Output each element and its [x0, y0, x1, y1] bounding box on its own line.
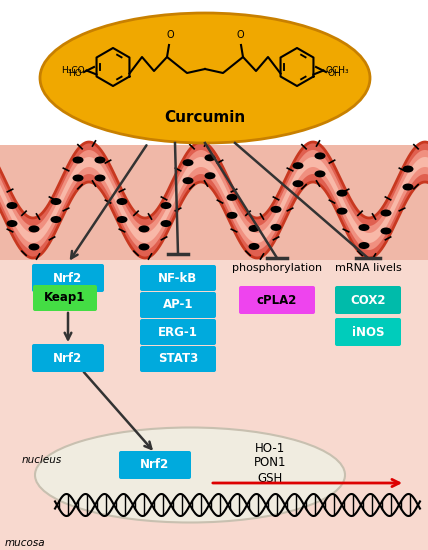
Ellipse shape — [95, 174, 105, 182]
Ellipse shape — [40, 13, 370, 143]
Ellipse shape — [380, 228, 392, 234]
Text: mucosa: mucosa — [5, 538, 46, 548]
Ellipse shape — [139, 226, 149, 233]
Ellipse shape — [226, 212, 238, 219]
Ellipse shape — [359, 224, 369, 231]
Ellipse shape — [51, 216, 62, 223]
Ellipse shape — [402, 166, 413, 173]
Text: O: O — [236, 30, 244, 40]
Ellipse shape — [249, 243, 259, 250]
Ellipse shape — [72, 174, 83, 182]
Text: OCH₃: OCH₃ — [325, 66, 349, 75]
FancyBboxPatch shape — [119, 451, 191, 479]
Ellipse shape — [6, 202, 18, 209]
FancyBboxPatch shape — [140, 292, 216, 318]
FancyBboxPatch shape — [33, 285, 97, 311]
FancyBboxPatch shape — [32, 264, 104, 292]
Text: O: O — [166, 30, 174, 40]
Ellipse shape — [226, 194, 238, 201]
Text: PON1: PON1 — [254, 456, 286, 470]
Ellipse shape — [160, 202, 172, 209]
Text: AP-1: AP-1 — [163, 299, 193, 311]
Text: mRNA livels: mRNA livels — [335, 263, 401, 273]
FancyBboxPatch shape — [239, 286, 315, 314]
Text: phosphorylation: phosphorylation — [232, 263, 322, 273]
Text: STAT3: STAT3 — [158, 353, 198, 366]
FancyBboxPatch shape — [140, 346, 216, 372]
Text: nucleus: nucleus — [22, 455, 62, 465]
Text: H₃CO: H₃CO — [61, 66, 85, 75]
Text: GSH: GSH — [257, 471, 282, 485]
Ellipse shape — [359, 242, 369, 249]
Ellipse shape — [270, 206, 282, 213]
Text: ERG-1: ERG-1 — [158, 326, 198, 338]
Ellipse shape — [116, 198, 128, 205]
Ellipse shape — [380, 210, 392, 217]
Ellipse shape — [292, 162, 303, 169]
FancyBboxPatch shape — [335, 286, 401, 314]
Ellipse shape — [270, 224, 282, 231]
Ellipse shape — [205, 154, 216, 161]
Text: HO-1: HO-1 — [255, 442, 285, 454]
Ellipse shape — [336, 190, 348, 197]
FancyBboxPatch shape — [32, 344, 104, 372]
Ellipse shape — [315, 152, 326, 160]
FancyBboxPatch shape — [335, 318, 401, 346]
Ellipse shape — [139, 244, 149, 250]
Ellipse shape — [29, 244, 39, 250]
Ellipse shape — [402, 184, 413, 190]
Text: iNOS: iNOS — [352, 326, 384, 338]
Text: Nrf2: Nrf2 — [140, 459, 169, 471]
Text: Keap1: Keap1 — [45, 292, 86, 305]
Ellipse shape — [35, 427, 345, 522]
Ellipse shape — [292, 180, 303, 187]
FancyBboxPatch shape — [140, 265, 216, 291]
Text: COX2: COX2 — [350, 294, 386, 306]
Ellipse shape — [182, 177, 193, 184]
Ellipse shape — [95, 157, 105, 163]
Bar — [0, 0, 428, 145]
Text: Nrf2: Nrf2 — [54, 351, 83, 365]
Ellipse shape — [6, 220, 18, 227]
Ellipse shape — [51, 198, 62, 205]
FancyBboxPatch shape — [140, 319, 216, 345]
Ellipse shape — [336, 208, 348, 214]
Text: cPLA2: cPLA2 — [257, 294, 297, 306]
Bar — [0, 145, 428, 550]
Ellipse shape — [116, 216, 128, 223]
Ellipse shape — [160, 220, 172, 227]
Text: OH: OH — [328, 69, 342, 78]
Ellipse shape — [249, 225, 259, 232]
Ellipse shape — [315, 170, 326, 178]
Ellipse shape — [205, 172, 216, 179]
Text: NF-kB: NF-kB — [158, 272, 198, 284]
Ellipse shape — [182, 159, 193, 166]
Ellipse shape — [29, 226, 39, 233]
Text: Nrf2: Nrf2 — [54, 272, 83, 284]
Text: Curcumin: Curcumin — [164, 111, 246, 125]
Text: HO: HO — [68, 69, 82, 78]
Ellipse shape — [72, 157, 83, 163]
Bar — [0, 260, 428, 550]
